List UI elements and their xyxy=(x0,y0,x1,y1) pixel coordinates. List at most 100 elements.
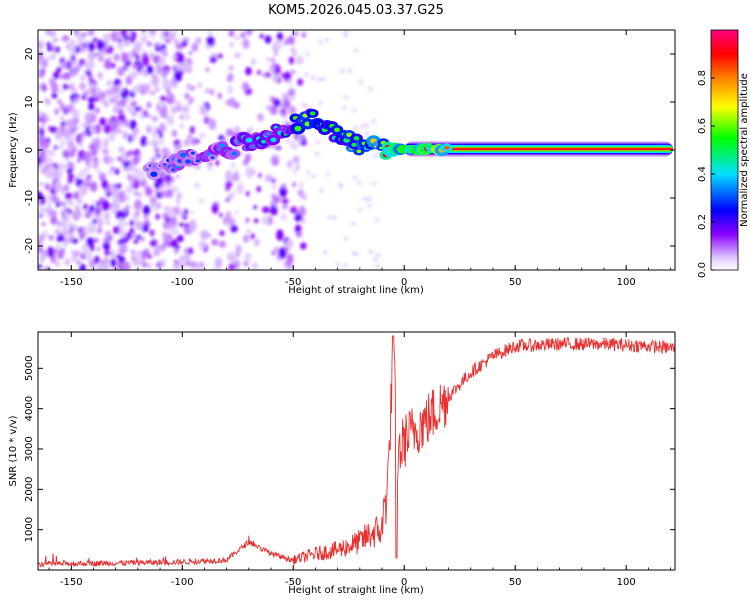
noise-cell xyxy=(118,146,125,154)
noise-cell xyxy=(124,119,130,128)
noise-cell xyxy=(129,119,137,131)
colorbar-gradient xyxy=(710,29,739,271)
y-tick-label: 2000 xyxy=(24,477,35,502)
noise-cell xyxy=(188,219,197,233)
noise-cell xyxy=(82,32,87,37)
noise-cell xyxy=(351,251,356,256)
noise-cell xyxy=(135,221,144,231)
noise-cell xyxy=(146,262,152,269)
x-tick-label: -50 xyxy=(285,277,301,288)
noise-cell xyxy=(170,106,177,115)
noise-cell xyxy=(68,200,74,206)
noise-cell xyxy=(159,108,168,119)
noise-cell xyxy=(162,221,169,230)
noise-cell xyxy=(153,126,158,131)
noise-cell xyxy=(102,147,109,155)
noise-cell xyxy=(209,88,215,96)
noise-cell xyxy=(214,257,223,269)
noise-cell xyxy=(57,232,62,236)
noise-cell xyxy=(243,261,249,267)
noise-cell xyxy=(38,135,47,147)
noise-cell xyxy=(76,64,81,71)
noise-cell xyxy=(87,41,95,53)
noise-cell xyxy=(71,68,78,77)
noise-cell xyxy=(342,105,347,110)
noise-cell xyxy=(140,236,145,242)
noise-cell xyxy=(219,230,225,236)
noise-cell xyxy=(135,210,140,216)
noise-cell xyxy=(87,221,96,231)
noise-cell xyxy=(180,114,184,120)
bottom-x-axis-label: Height of straight line (km) xyxy=(288,585,424,596)
ridge-cell xyxy=(356,149,362,154)
noise-cell xyxy=(135,174,142,181)
noise-cell xyxy=(141,30,146,33)
noise-cell xyxy=(62,128,71,138)
bottom-x-ticks: -150 -100 -50 0 50 100 xyxy=(48,332,671,588)
noise-cell xyxy=(60,121,66,127)
noise-cell xyxy=(286,138,290,143)
noise-cell xyxy=(233,258,239,265)
noise-cell xyxy=(61,189,65,195)
spectrogram-cells xyxy=(38,30,384,270)
noise-cell xyxy=(41,69,45,74)
noise-cell xyxy=(102,242,111,251)
noise-cell xyxy=(82,63,87,67)
noise-cell xyxy=(146,65,154,75)
noise-cell xyxy=(358,80,363,85)
noise-cell xyxy=(119,98,127,106)
noise-cell xyxy=(207,160,213,168)
ridge-cell xyxy=(245,137,253,143)
noise-cell xyxy=(340,69,345,74)
noise-cell xyxy=(107,45,114,54)
y-tick-label: 0 xyxy=(24,147,35,153)
noise-cell xyxy=(207,166,212,172)
noise-cell xyxy=(42,85,47,92)
noise-cell xyxy=(139,33,148,44)
noise-cell xyxy=(189,96,194,103)
noise-cell xyxy=(50,209,57,219)
noise-cell xyxy=(199,197,204,204)
noise-cell xyxy=(245,166,253,179)
noise-cell xyxy=(276,229,284,241)
noise-cell xyxy=(38,164,45,171)
ridge-cell xyxy=(353,136,360,141)
noise-cell xyxy=(315,139,320,144)
noise-cell xyxy=(292,169,297,175)
noise-cell xyxy=(63,149,68,156)
noise-cell xyxy=(79,263,86,270)
noise-cell xyxy=(117,157,122,161)
noise-cell xyxy=(280,213,288,220)
noise-cell xyxy=(376,252,381,257)
noise-cell xyxy=(285,119,289,124)
noise-cell xyxy=(352,175,357,180)
noise-cell xyxy=(280,108,285,114)
noise-cell xyxy=(173,38,179,44)
noise-cell xyxy=(135,54,140,60)
noise-cell xyxy=(83,203,88,210)
noise-cell xyxy=(127,173,132,180)
noise-cell xyxy=(55,46,61,53)
noise-cell xyxy=(245,217,250,224)
noise-cell xyxy=(272,185,277,189)
noise-cell xyxy=(245,191,250,197)
noise-cell xyxy=(108,92,112,97)
noise-cell xyxy=(170,226,179,236)
noise-cell xyxy=(158,138,165,146)
ridge-cell xyxy=(150,171,158,177)
noise-cell xyxy=(311,174,316,179)
noise-cell xyxy=(270,205,278,216)
noise-cell xyxy=(92,37,98,43)
noise-cell xyxy=(110,205,119,214)
colorbar-tick-label: 0.4 xyxy=(697,166,708,182)
noise-cell xyxy=(103,124,112,134)
noise-cell xyxy=(127,188,133,194)
noise-cell xyxy=(166,90,171,96)
ridge-band xyxy=(404,148,673,150)
noise-cell xyxy=(94,137,101,148)
noise-cell xyxy=(38,157,43,165)
noise-cell xyxy=(44,97,49,103)
noise-cell xyxy=(91,87,96,94)
snr-line xyxy=(38,335,675,568)
y-tick-label: 10 xyxy=(24,96,35,109)
